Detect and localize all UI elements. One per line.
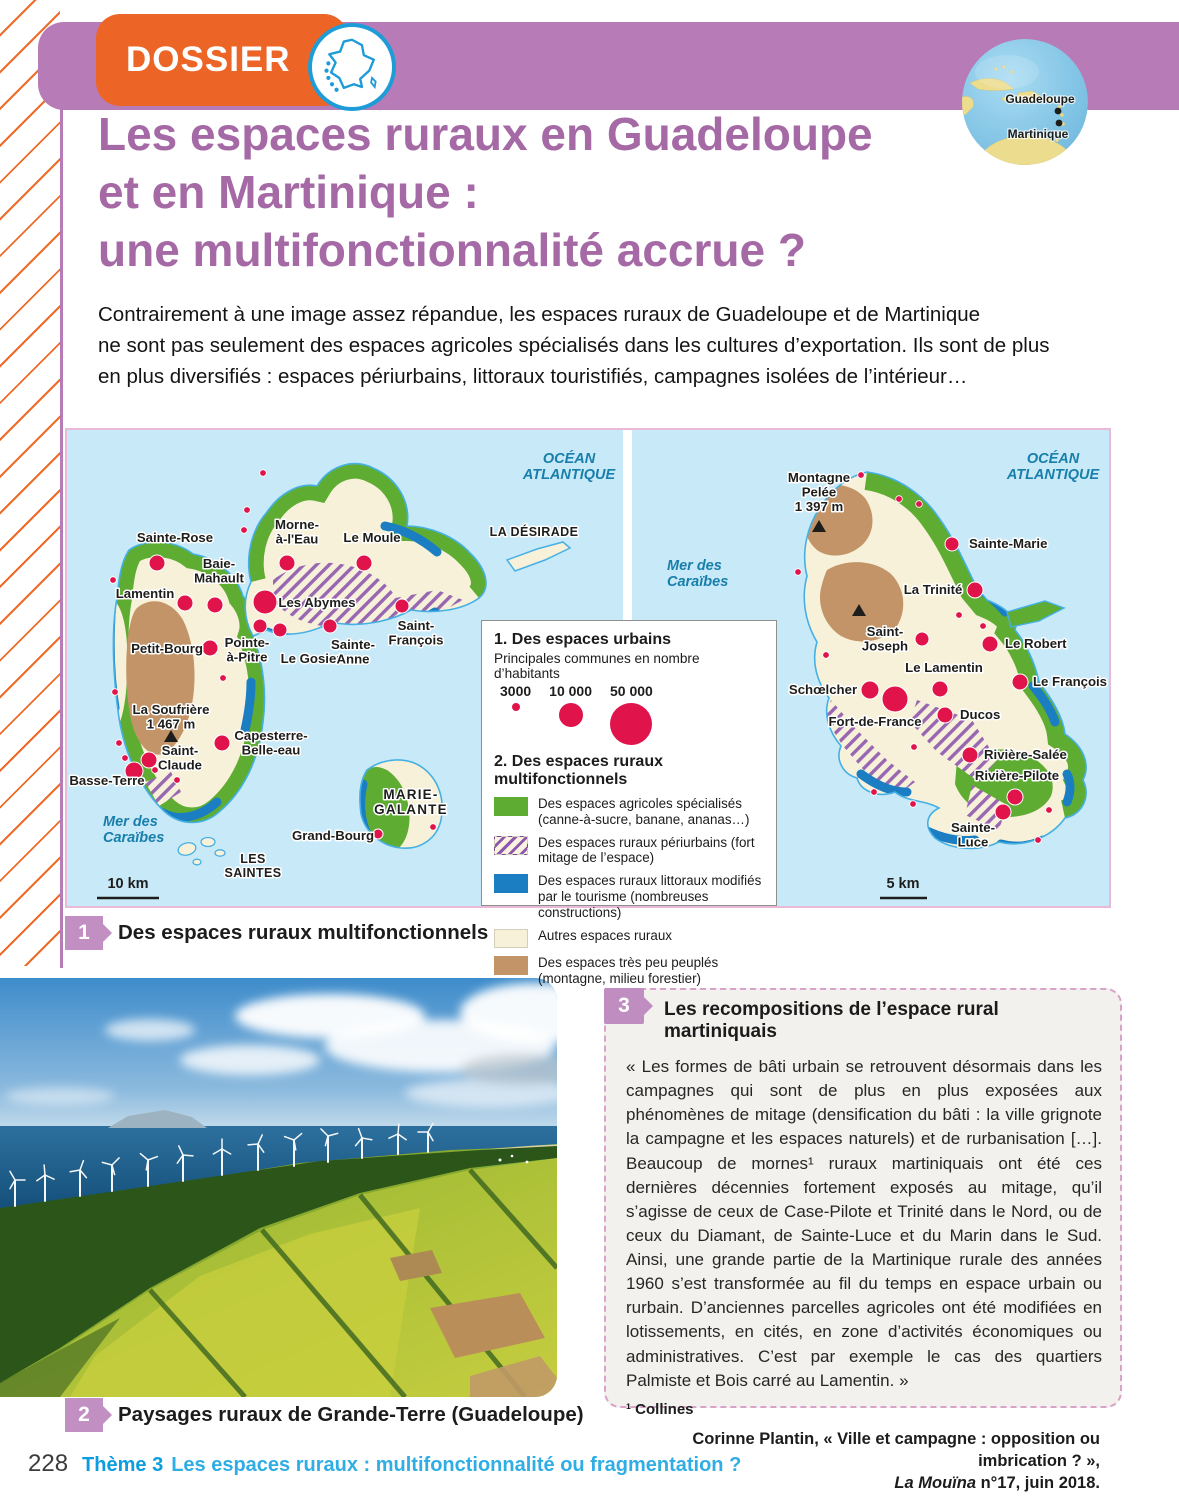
france-map-icon xyxy=(308,23,396,111)
svg-text:Fort-de-France: Fort-de-France xyxy=(828,714,921,729)
les-saintes-islands xyxy=(177,836,226,866)
map-figure: OCÉAN ATLANTIQUE OCÉAN ATLANTIQUE Mer des Car… xyxy=(65,428,1111,986)
svg-text:Le Lamentin: Le Lamentin xyxy=(905,660,983,675)
svg-text:Petit-Bourg: Petit-Bourg xyxy=(131,641,203,656)
svg-text:Le Robert: Le Robert xyxy=(1005,636,1067,651)
dossier-badge: DOSSIER xyxy=(96,14,396,111)
svg-text:Baie-Mahault: Baie-Mahault xyxy=(194,556,244,586)
legend-items: Des espaces agricoles spécialisés (canne… xyxy=(494,796,764,986)
document-source: Corinne Plantin, « Ville et campagne : o… xyxy=(692,1429,1100,1493)
legend-item-hatch: Des espaces ruraux périurbains (fort mit… xyxy=(494,835,764,867)
svg-text:La Trinité: La Trinité xyxy=(904,582,963,597)
svg-text:Sainte-Luce: Sainte-Luce xyxy=(951,820,995,850)
page-footer: 228 Thème 3 Les espaces ruraux : multifo… xyxy=(28,1450,741,1478)
legend-swatch-hatch xyxy=(494,835,528,855)
legend-item-green: Des espaces agricoles spécialisés (canne… xyxy=(494,796,764,828)
rural-landscape-photo xyxy=(0,978,557,1397)
decorative-hatch-stripes xyxy=(0,0,60,966)
svg-text:Morne-à-l'Eau: Morne-à-l'Eau xyxy=(275,517,319,547)
svg-text:Le Moule: Le Moule xyxy=(343,530,400,545)
legend-swatch-blue xyxy=(494,874,528,894)
dossier-label: DOSSIER xyxy=(126,40,291,79)
svg-text:Sainte-Rose: Sainte-Rose xyxy=(137,530,213,545)
theme-label: Thème 3 xyxy=(82,1454,164,1476)
legend-item-tan: Des espaces très peu peuplés (montagne, … xyxy=(494,955,764,987)
svg-text:Capesterre-Belle-eau: Capesterre-Belle-eau xyxy=(234,728,307,758)
svg-text:Saint-François: Saint-François xyxy=(389,618,444,648)
svg-text:Sainte-Marie: Sainte-Marie xyxy=(969,536,1047,551)
svg-text:Basse-Terre: Basse-Terre xyxy=(69,773,144,788)
legend-section2-title: 2. Des espaces ruraux multifonctionnels xyxy=(494,753,663,788)
page-title: Les espaces ruraux en Guadeloupe et en M… xyxy=(98,108,873,276)
map-legend: 1. Des espaces urbains Principales commu… xyxy=(481,620,777,986)
legend-swatch-cream xyxy=(494,928,528,948)
svg-text:Saint-Claude: Saint-Claude xyxy=(158,743,202,773)
document-box: 3 Les recompositions de l’espace rural m… xyxy=(604,988,1122,1492)
globe-label-martinique: Martinique xyxy=(1008,127,1069,141)
svg-text:Schœlcher: Schœlcher xyxy=(789,682,857,697)
svg-text:10 km: 10 km xyxy=(107,876,148,892)
legend-swatch-tan xyxy=(494,955,528,975)
legend-section1-title: 1. Des espaces urbains xyxy=(494,631,671,648)
legend-swatch-green xyxy=(494,797,528,816)
caravelle-peninsula xyxy=(1006,600,1066,628)
page-number: 228 xyxy=(28,1450,69,1477)
document-quote: « Les formes de bâti urbain se retrouven… xyxy=(626,1057,1102,1390)
svg-text:Rivière-Pilote: Rivière-Pilote xyxy=(975,768,1059,783)
figure1-number-tab: 1 xyxy=(65,916,103,950)
figure1-caption: 1 Des espaces ruraux multifonctionnels xyxy=(65,916,488,950)
figure2-caption: 2 Paysages ruraux de Grande-Terre (Guade… xyxy=(65,1398,584,1432)
figure2-number-tab: 2 xyxy=(65,1398,103,1432)
legend-item-cream: Autres espaces ruraux xyxy=(494,928,764,948)
svg-text:MARIE-GALANTE: MARIE-GALANTE xyxy=(374,787,448,817)
svg-text:Saint-Joseph: Saint-Joseph xyxy=(862,624,908,654)
svg-text:Lamentin: Lamentin xyxy=(116,586,175,601)
svg-text:Sainte-Anne: Sainte-Anne xyxy=(331,637,375,667)
svg-text:Rivière-Salée: Rivière-Salée xyxy=(984,747,1067,762)
theme-title: Les espaces ruraux : multifonctionnalité… xyxy=(171,1454,742,1476)
globe-locator-icon: Guadeloupe Martinique xyxy=(962,39,1088,165)
svg-text:Le Gosier: Le Gosier xyxy=(281,651,342,666)
svg-text:Ducos: Ducos xyxy=(960,707,1000,722)
legend-size-3000: 3000 xyxy=(500,683,531,711)
globe-label-guadeloupe: Guadeloupe xyxy=(1005,92,1075,106)
svg-text:Grand-Bourg: Grand-Bourg xyxy=(292,828,374,843)
svg-text:5 km: 5 km xyxy=(886,876,919,892)
la-desirade-island xyxy=(505,541,572,572)
document-title: Les recompositions de l’espace rural mar… xyxy=(664,999,999,1042)
svg-text:Le François: Le François xyxy=(1033,674,1107,689)
legend-size-scale: 3000 10 000 50 000 xyxy=(500,683,764,745)
figure3-number-tab: 3 xyxy=(604,988,644,1024)
legend-size-10000: 10 000 xyxy=(549,683,592,727)
svg-text:LA DÉSIRADE: LA DÉSIRADE xyxy=(490,524,579,539)
legend-size-50000: 50 000 xyxy=(610,683,653,745)
document-footnote: ¹ Collines xyxy=(626,1400,694,1418)
vertical-rule xyxy=(60,106,63,968)
legend-item-blue: Des espaces ruraux littoraux modifiés pa… xyxy=(494,873,764,920)
source-journal-name: La Mouïna xyxy=(894,1474,977,1493)
svg-text:Les Abymes: Les Abymes xyxy=(278,595,355,610)
svg-text:Pointe-à-Pitre: Pointe-à-Pitre xyxy=(225,635,270,665)
intro-paragraph: Contrairement à une image assez répandue… xyxy=(98,303,1050,388)
legend-section1-subtitle: Principales communes en nombre d’habitan… xyxy=(494,651,700,681)
